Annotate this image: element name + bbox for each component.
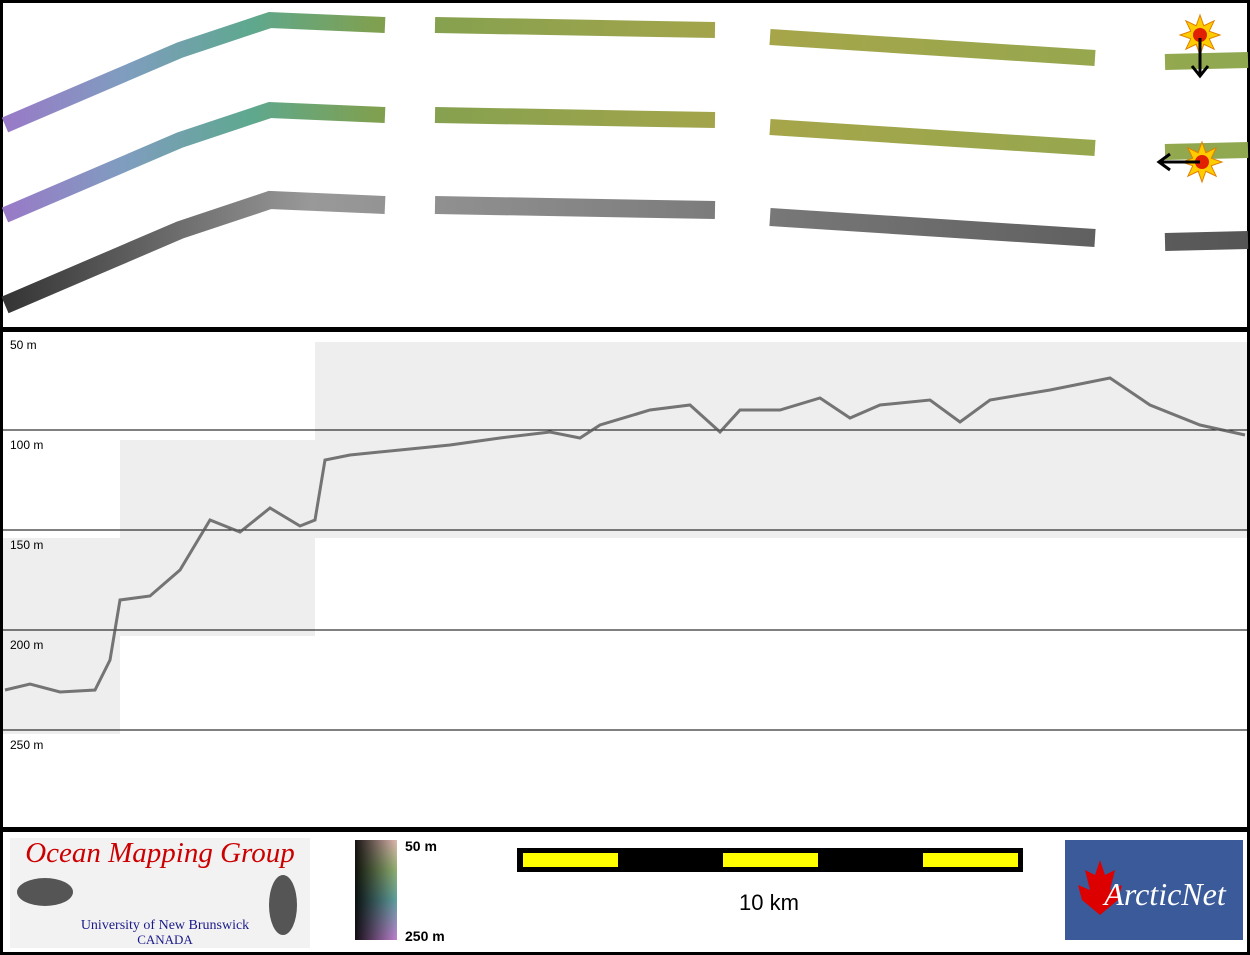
maple-leaf: [1078, 860, 1122, 915]
light-arrow: [1156, 152, 1200, 172]
profile-panel: 50 m 100 m 150 m 200 m 250 m: [3, 338, 1247, 752]
depth-grid: 50 m 100 m 150 m 200 m 250 m: [3, 338, 1247, 752]
colorbar-shade: [355, 840, 397, 940]
swath-strip: [434, 17, 716, 38]
separator: [0, 327, 1250, 332]
swath-strip: [769, 29, 1096, 66]
logo-right-text: ArcticNet: [1102, 876, 1227, 912]
depth-label: 100 m: [10, 438, 43, 452]
shade: [120, 440, 315, 636]
scale-segment: [923, 853, 1018, 867]
colorbar-top: 50 m: [405, 838, 437, 854]
swath-strip: [434, 196, 716, 219]
scale-label: 10 km: [739, 890, 799, 915]
separator: [0, 827, 1250, 832]
swath-strip: [434, 107, 716, 128]
swath-strip: [1, 101, 386, 223]
depth-label: 150 m: [10, 538, 43, 552]
logo-fish: [269, 875, 297, 935]
colorbar-bottom: 250 m: [405, 928, 445, 944]
depth-label: 50 m: [10, 338, 37, 352]
logo-fish: [17, 878, 73, 906]
logo-line1: University of New Brunswick: [81, 918, 249, 933]
logo-line2: CANADA: [137, 932, 193, 947]
sun-core: [1195, 155, 1209, 169]
swath-strip: [1164, 52, 1249, 70]
swath-strip: [1, 11, 386, 133]
scale-segment: [523, 853, 618, 867]
swath-strip: [1164, 231, 1249, 251]
shade: [3, 538, 120, 734]
seafloor-echo: [4, 376, 1246, 694]
light-arrow: [1190, 38, 1210, 79]
footer: Ocean Mapping Group University of New Br…: [10, 837, 1243, 948]
swath-panel: [1, 11, 1249, 314]
swath-strip: [1164, 142, 1249, 160]
logo-title: Ocean Mapping Group: [25, 837, 295, 869]
shade: [315, 342, 1247, 538]
swath-strip: [1, 190, 386, 314]
swath-strip: [769, 119, 1096, 156]
swath-strip: [769, 208, 1096, 247]
depth-label: 250 m: [10, 738, 43, 752]
depth-label: 200 m: [10, 638, 43, 652]
scale-segment: [723, 853, 818, 867]
sun-core: [1193, 28, 1207, 42]
